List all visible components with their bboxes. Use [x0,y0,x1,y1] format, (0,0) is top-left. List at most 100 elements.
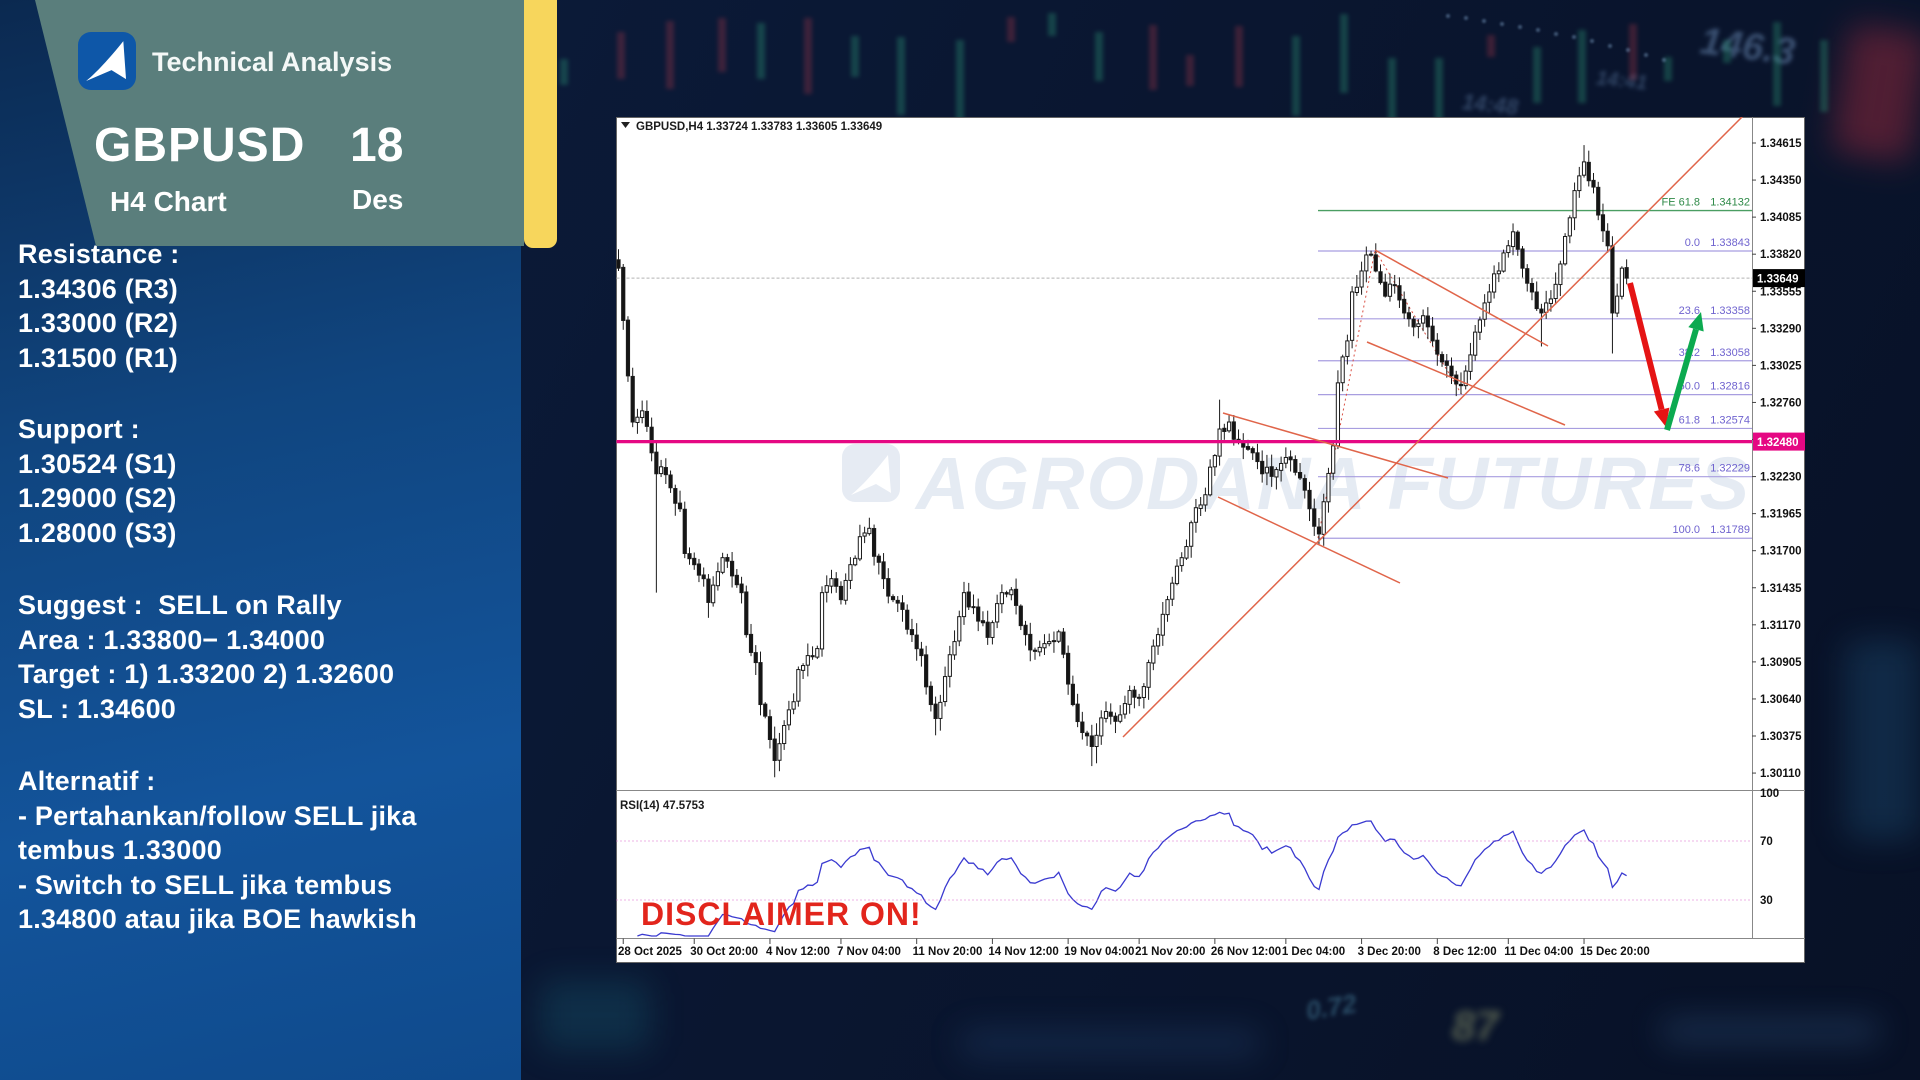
candle [654,440,659,593]
candle [1600,203,1606,243]
candle-body [1416,323,1421,328]
candle-body [1577,175,1582,192]
candle-body [1496,270,1501,275]
bg-dot [1518,24,1522,29]
candle-body [1288,456,1293,461]
fib-name: 0.0 [1685,237,1700,249]
candle [1260,450,1265,483]
candle [1558,260,1563,297]
candle [1510,223,1516,256]
candle [819,586,825,657]
candle-body [976,606,981,622]
candle-body [1113,715,1118,722]
candle-body [1487,291,1492,303]
candle [914,623,919,661]
candle [1288,450,1293,472]
bg-candle-silhouette [717,18,726,73]
candle-body [1463,370,1468,387]
candle [616,249,621,272]
sr-price-tag [1753,432,1805,451]
candle-body [1615,295,1620,314]
candle [1496,262,1501,283]
candle-body [1392,284,1397,287]
candle-body [1028,633,1033,651]
bg-candle-silhouette [804,17,813,95]
candle [753,645,758,675]
candle-body [753,652,758,664]
candle-body [924,654,929,688]
candle-body [824,585,829,593]
candle-body [1141,686,1146,699]
candle-body [819,592,825,650]
candle-body [1084,732,1090,737]
candle [1056,629,1061,644]
candle [942,666,948,707]
price-label: 1.30640 [1760,694,1802,706]
candle [905,604,910,635]
symbol-dropdown-icon[interactable] [621,122,630,128]
bg-dot [1446,14,1450,18]
candle-body [1302,478,1307,491]
price-label: 1.33290 [1760,323,1802,335]
candle-body [952,641,957,656]
candle [1013,578,1019,615]
candle-body [1539,308,1544,314]
candle [1108,703,1113,725]
candle [1009,587,1014,601]
date-label: 21 Nov 20:00 [1135,946,1205,958]
price-label: 1.31965 [1760,509,1802,521]
candle-body [616,259,621,269]
candle [857,524,862,562]
candle [1387,273,1393,302]
candle-body [1605,230,1610,247]
candle [1473,325,1478,361]
candle [715,562,720,591]
candle [1468,342,1473,380]
candle-body [772,738,777,761]
candle-body [900,602,905,610]
date-label: 4 Nov 12:00 [766,946,830,958]
candle [1591,172,1596,194]
candle [1619,266,1624,300]
candle-body [1222,427,1227,433]
trendlines [1122,111,1748,738]
date-label: 14 Nov 12:00 [988,946,1058,958]
candle [1141,683,1146,709]
candle [796,666,801,707]
candle [744,585,749,638]
candle [957,610,962,647]
price-label: 1.32230 [1760,472,1802,484]
candle [834,572,839,593]
support-block: Support : 1.30524 (S1) 1.29000 (S2) 1.28… [18,414,177,548]
channel-a-lower [1217,496,1401,584]
candle-body [1051,640,1057,643]
candle-body [1023,624,1028,636]
candle [1563,233,1568,266]
candle [1539,303,1544,347]
candle [1018,604,1023,631]
bg-candle-silhouette [757,23,766,79]
candle-body [928,685,933,706]
candle-body [1226,421,1232,432]
date-label: 8 Dec 12:00 [1433,946,1496,958]
price-label: 1.31435 [1760,583,1802,595]
candle-body [1018,605,1023,627]
candle [1293,455,1298,476]
candle-body [1364,254,1369,272]
chart-texts: GBPUSD,H4 1.33724 1.33783 1.33605 1.3364… [620,121,921,932]
bg-candle-silhouette [665,21,674,89]
candle [1458,372,1464,395]
candle [1515,230,1520,256]
candle [1113,712,1118,734]
candle-body [1548,298,1554,304]
candle [1567,215,1572,244]
bg-candle-silhouette [1434,58,1443,141]
candle-body [1350,291,1355,341]
bg-dot [1464,16,1468,21]
candle-body [720,557,725,573]
bg-dot [1536,28,1540,32]
candle [1577,166,1582,198]
price-label: 1.32760 [1760,397,1802,409]
candlesticks [616,145,1629,778]
candle-body [1179,557,1184,567]
